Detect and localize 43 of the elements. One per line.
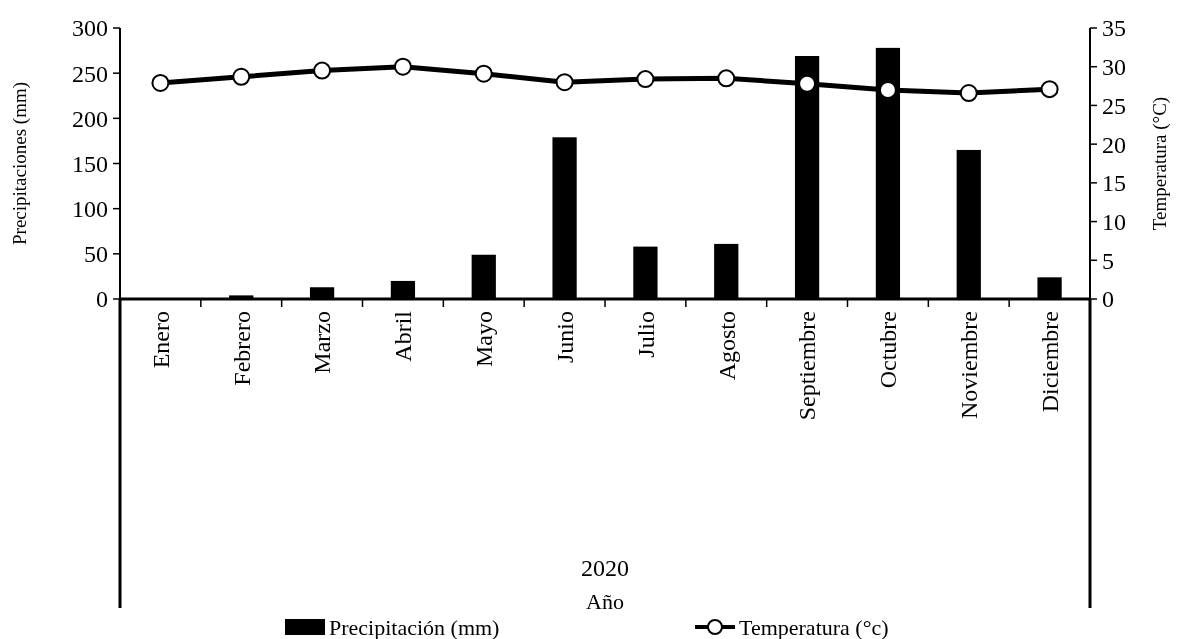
y-tick-label: 50 [84, 241, 108, 268]
x-tick-label: Agosto [713, 311, 740, 381]
point [313, 61, 332, 80]
y2-axis-title: Temperatura (°C) [1149, 96, 1171, 231]
y2-tick-label: 35 [1102, 15, 1126, 42]
legend-label: Temperatura (°c) [739, 614, 889, 639]
y-axis-title: Precipitaciones (mm) [9, 81, 31, 246]
point [636, 70, 655, 89]
y2-tick-label: 20 [1102, 131, 1126, 158]
x-tick-label: Marzo [309, 311, 336, 374]
y2-tick-label: 10 [1102, 208, 1126, 235]
point [959, 84, 978, 103]
x-tick-label: Diciembre [1036, 311, 1063, 413]
text: 2020 [581, 555, 629, 581]
legend-label: Precipitación (mm) [329, 614, 500, 639]
y-tick-label: 250 [72, 60, 108, 87]
x-tick-label: Febrero [228, 311, 255, 386]
point [1040, 80, 1059, 99]
y-tick-label: 0 [96, 286, 108, 313]
y-tick-label: 150 [72, 150, 108, 177]
x-tick-label: Abril [390, 310, 417, 362]
point [232, 67, 251, 86]
point [393, 57, 412, 76]
y-tick-label: 300 [72, 15, 108, 42]
x-tick-label: Mayo [471, 311, 498, 367]
x-tick-label: Noviembre [956, 311, 983, 419]
x-tick-label: Julio [632, 311, 659, 358]
text: Año [586, 589, 624, 614]
y-tick-label: 100 [72, 196, 108, 223]
point [151, 73, 170, 92]
point [555, 73, 574, 92]
y2-tick-label: 5 [1102, 247, 1114, 274]
x-tick-label: Octubre [875, 311, 902, 389]
y2-tick-label: 30 [1102, 54, 1126, 81]
y2-tick-label: 15 [1102, 170, 1126, 197]
x-tick-label: Junio [551, 311, 578, 364]
point [717, 69, 736, 88]
x-tick-label: Septiembre [794, 311, 821, 421]
y2-tick-label: 25 [1102, 92, 1126, 119]
y2-tick-label: 0 [1102, 286, 1114, 313]
point [474, 64, 493, 83]
x-tick-label: Enero [147, 311, 174, 369]
y-tick-label: 200 [72, 105, 108, 132]
